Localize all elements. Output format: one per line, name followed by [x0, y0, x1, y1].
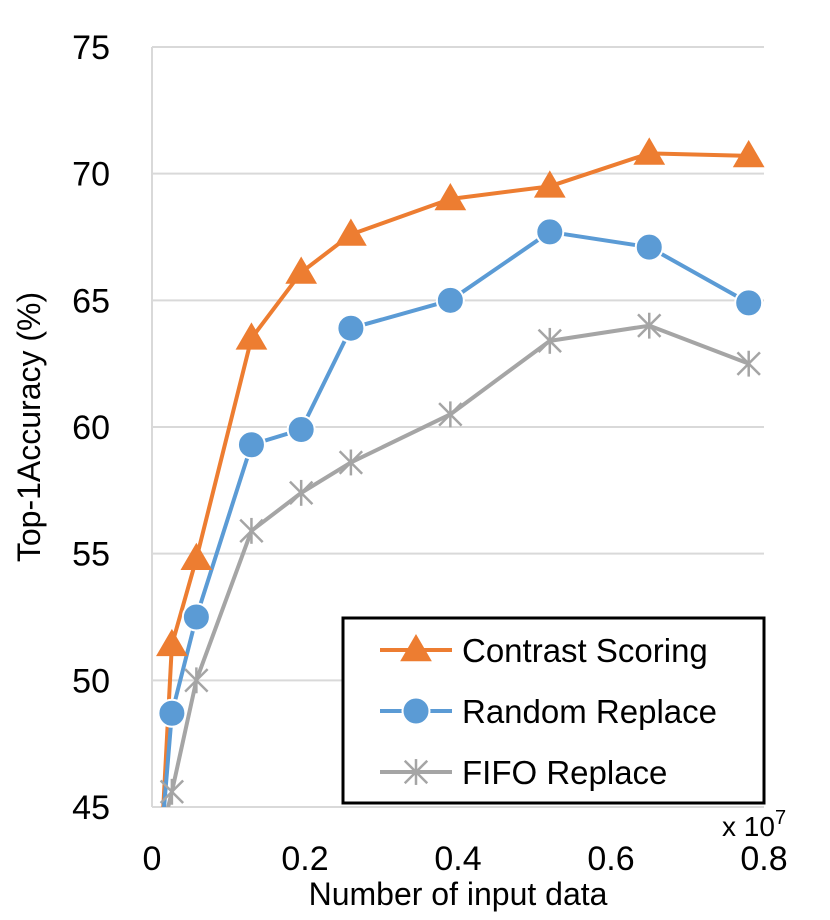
y-tick-label: 50 [72, 662, 110, 700]
marker-triangle [533, 170, 566, 198]
marker-asterisk [403, 759, 429, 785]
marker-asterisk [184, 667, 209, 694]
legend-label-3: FIFO Replace [462, 754, 667, 791]
y-tick-labels: 45 50 55 60 65 70 75 [72, 29, 110, 827]
marker-asterisk [338, 449, 364, 476]
legend: Contrast Scoring Random Replace FIFO Repla… [341, 616, 766, 805]
x-tick-label: 0.6 [587, 840, 634, 878]
y-tick-label: 45 [72, 789, 110, 827]
marker-triangle [335, 218, 367, 246]
x-tick-label: 0.4 [434, 840, 481, 878]
marker-asterisk [438, 401, 463, 428]
x-tick-label: 0 [143, 840, 162, 878]
marker-circle [401, 696, 431, 726]
legend-label-1: Contrast Scoring [462, 632, 708, 669]
marker-asterisk [159, 778, 185, 805]
x-tick-labels: 0 0.2 0.4 0.6 0.8 [143, 840, 788, 878]
series-line-1 [161, 151, 749, 807]
marker-asterisk [637, 312, 662, 339]
y-tick-label: 65 [72, 282, 110, 320]
x-multiplier-label: x 107 [722, 807, 786, 842]
y-tick-label: 75 [72, 29, 110, 67]
series-line-2 [162, 229, 750, 807]
marker-triangle [235, 322, 268, 350]
marker-triangle [633, 137, 666, 165]
marker-circle [435, 285, 465, 315]
marker-triangle [400, 634, 432, 662]
marker-circle [336, 313, 366, 343]
marker-circle [157, 698, 187, 728]
marker-circle [734, 288, 764, 318]
marker-circle [181, 602, 211, 632]
y-tick-label: 55 [72, 536, 110, 574]
series-line-3 [166, 323, 750, 807]
x-tick-label: 0.2 [281, 840, 328, 878]
x-tick-label: 0.8 [740, 840, 787, 878]
marker-asterisk [736, 350, 761, 377]
marker-circle [286, 415, 316, 445]
marker-asterisk [289, 479, 314, 506]
y-axis-title: Top-1Accuracy (%) [11, 292, 47, 562]
legend-label-2: Random Replace [462, 693, 717, 730]
x-axis-title: Number of input data [309, 876, 608, 912]
marker-circle [535, 217, 565, 247]
markers-layer [156, 137, 765, 805]
marker-triangle [434, 183, 467, 211]
marker-triangle [180, 542, 213, 571]
y-tick-label: 70 [72, 156, 110, 194]
series-layer [161, 151, 750, 807]
marker-circle [634, 232, 664, 262]
marker-triangle [285, 256, 318, 284]
marker-asterisk [537, 327, 562, 354]
marker-asterisk [239, 517, 264, 544]
marker-triangle [156, 628, 188, 657]
marker-triangle [732, 139, 765, 168]
marker-circle [236, 430, 266, 460]
y-tick-label: 60 [72, 409, 110, 447]
